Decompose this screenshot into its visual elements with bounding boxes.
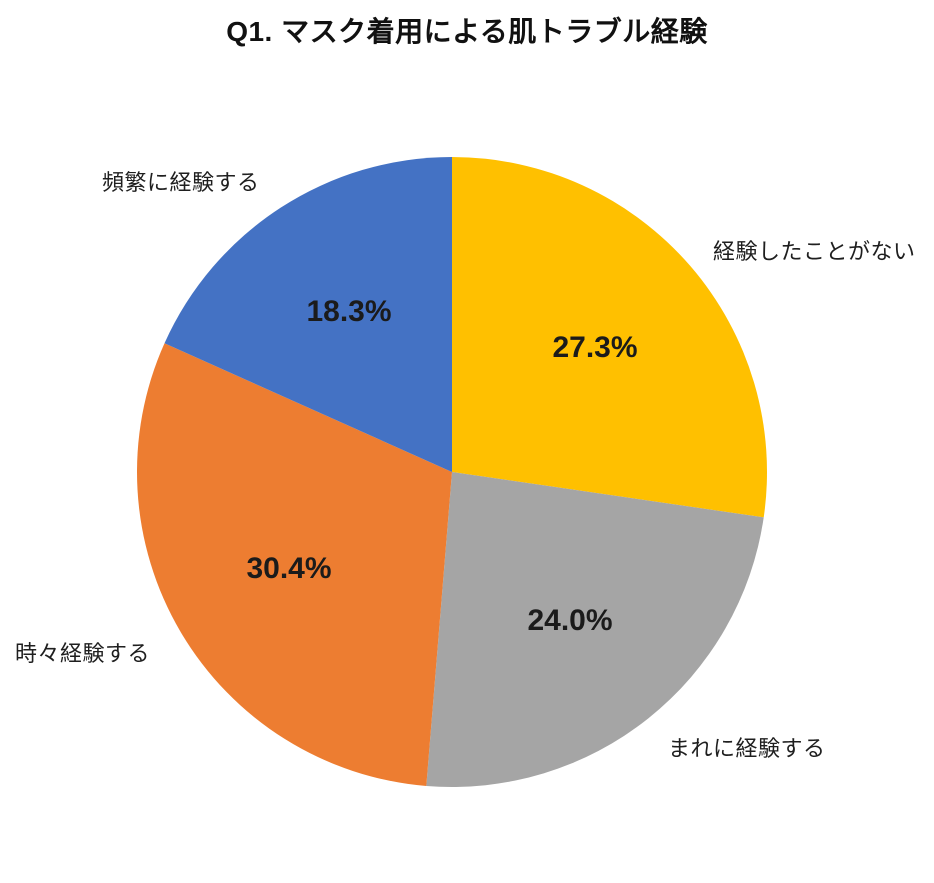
slice-pct-never: 27.3%	[552, 331, 638, 364]
slice-pct-sometimes: 30.4%	[246, 552, 332, 585]
slice-label-frequently: 頻繁に経験する	[102, 170, 260, 195]
pie-slice-0	[452, 157, 768, 518]
pie-slice-1	[426, 472, 764, 788]
slice-label-never: 経験したことがない	[713, 239, 916, 264]
pie-slice-2	[136, 343, 452, 786]
slice-label-rarely: まれに経験する	[668, 736, 826, 761]
pie-slice-3	[164, 157, 452, 472]
slice-pct-rarely: 24.0%	[527, 604, 613, 637]
slice-label-sometimes: 時々経験する	[15, 641, 151, 666]
chart-title: Q1. マスク着用による肌トラブル経験	[226, 16, 708, 47]
slice-pct-frequently: 18.3%	[306, 295, 392, 328]
pie-slices	[136, 157, 768, 788]
